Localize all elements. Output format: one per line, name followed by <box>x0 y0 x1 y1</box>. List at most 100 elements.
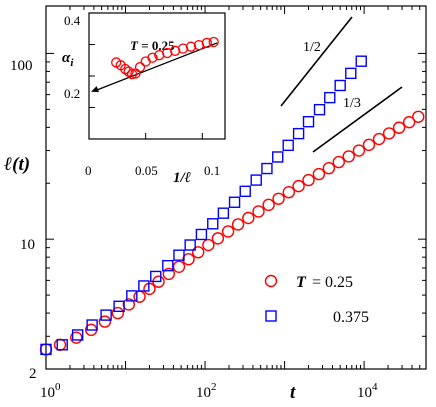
blue-square-point <box>324 91 336 104</box>
red-circle-point <box>98 315 112 328</box>
red-circle-point <box>122 298 136 311</box>
red-circle-point <box>402 116 416 129</box>
blue-square-point <box>302 115 315 128</box>
inset-red-circle-point <box>134 62 146 73</box>
slope-line-half <box>280 16 353 107</box>
red-circle-point <box>302 173 315 187</box>
main-x-tick-labels: 100 102 104 <box>40 381 378 401</box>
blue-square-point <box>239 185 251 198</box>
red-circle-point <box>332 155 345 169</box>
red-circle-point <box>312 167 326 181</box>
blue-square-point <box>334 79 346 92</box>
red-circle-point <box>70 331 83 344</box>
red-circle-point <box>352 144 366 157</box>
blue-square-point <box>113 300 125 313</box>
inset-y-axis-label: αi <box>62 50 74 69</box>
red-circle-point <box>202 238 215 252</box>
inset-red-circle-point <box>120 63 131 75</box>
blue-square-point <box>71 329 84 341</box>
blue-square-point <box>138 280 150 292</box>
red-circle-point <box>322 162 336 175</box>
main-x-axis-label: t <box>290 382 296 403</box>
blue-square-point <box>217 207 230 219</box>
slope-line-third <box>312 86 403 153</box>
legend-blue-square-marker <box>265 310 277 322</box>
legend-label-T: T <box>296 274 307 291</box>
red-circle-point <box>182 253 195 266</box>
blue-square-point <box>173 249 185 261</box>
blue-square-point <box>100 309 112 321</box>
blue-square-point <box>228 196 241 208</box>
blue-square-point <box>162 259 174 272</box>
blue-square-point <box>272 151 284 163</box>
inset-y-tick-02: 0.2 <box>64 86 80 101</box>
legend-red-circle-marker <box>264 274 278 288</box>
red-circle-point <box>172 260 186 273</box>
red-circle-point <box>292 179 305 193</box>
red-circle-point <box>272 192 285 205</box>
blue-square-point <box>184 239 196 251</box>
inset-red-circle-point <box>208 36 219 48</box>
red-circle-point <box>242 211 255 225</box>
blue-square-point <box>195 228 208 241</box>
main-y-axis-label: ℓ(t) <box>4 154 30 175</box>
legend: T = 0.25 0.375 <box>264 274 369 326</box>
inset-fit-line <box>91 42 218 93</box>
inset-y-tick-labels: 0.4 0.2 <box>64 13 81 101</box>
legend-label-T-value: = 0.25 <box>312 274 353 291</box>
blue-square-point <box>40 343 52 356</box>
red-circle-point <box>412 110 425 123</box>
red-circle-point <box>252 205 265 218</box>
y-tick-label-100: 100 <box>10 58 33 74</box>
inset-red-circle-point <box>177 43 189 54</box>
red-circle-point <box>162 267 175 281</box>
blue-square-point <box>345 67 357 80</box>
inset-fit-line-segment <box>94 42 218 92</box>
blue-square-point <box>207 218 219 230</box>
red-circle-point <box>221 225 235 238</box>
blue-square-point <box>355 55 367 67</box>
blue-square-point <box>56 339 68 351</box>
blue-square-point <box>313 103 326 116</box>
slope-label-third: 1/3 <box>343 96 361 111</box>
blue-square-point <box>86 319 98 331</box>
red-circle-point <box>382 127 396 140</box>
inset-x-tick-0: 0 <box>85 163 92 178</box>
main-y-tick-labels: 2 10 100 <box>10 58 37 382</box>
red-circle-point <box>282 185 296 199</box>
inset-plot-frame <box>88 12 226 140</box>
inset-x-axis-label: 1/ℓ <box>173 170 191 186</box>
inset-x-tick-01: 0.1 <box>204 163 220 178</box>
inset-fit-arrowhead <box>91 86 99 93</box>
x-tick-label-1e4: 104 <box>357 381 378 401</box>
x-tick-label-1e0: 100 <box>40 381 61 401</box>
blue-square-point <box>126 290 138 302</box>
y-tick-label-2: 2 <box>29 366 37 382</box>
inset-red-circle-point <box>185 41 197 52</box>
blue-square-point <box>250 174 262 186</box>
inset-series-red-markers <box>111 36 219 80</box>
inset-red-circle-point <box>126 68 138 80</box>
blue-square-point <box>150 270 162 283</box>
red-circle-point <box>392 121 406 134</box>
red-circle-point <box>362 138 376 152</box>
main-plot-frame <box>45 5 427 370</box>
red-circle-point <box>372 132 386 146</box>
red-circle-point <box>211 232 225 245</box>
slope-label-half: 1/2 <box>303 40 321 55</box>
inset-red-circle-point <box>201 37 213 49</box>
blue-square-point <box>282 139 294 152</box>
inset-red-circle-point <box>147 52 158 63</box>
inset-x-tick-labels: 0 0.05 0.1 <box>85 163 220 178</box>
inset-annotation: T = 0.25 <box>130 38 175 53</box>
red-circle-point <box>231 218 245 231</box>
red-circle-point <box>192 246 205 259</box>
blue-square-point <box>292 127 305 140</box>
inset-y-tick-04: 0.4 <box>64 13 81 28</box>
red-circle-point <box>111 306 125 320</box>
red-circle-point <box>342 150 355 163</box>
blue-square-point <box>261 162 273 175</box>
y-tick-label-10: 10 <box>20 237 35 253</box>
legend-label-second: 0.375 <box>333 309 369 326</box>
